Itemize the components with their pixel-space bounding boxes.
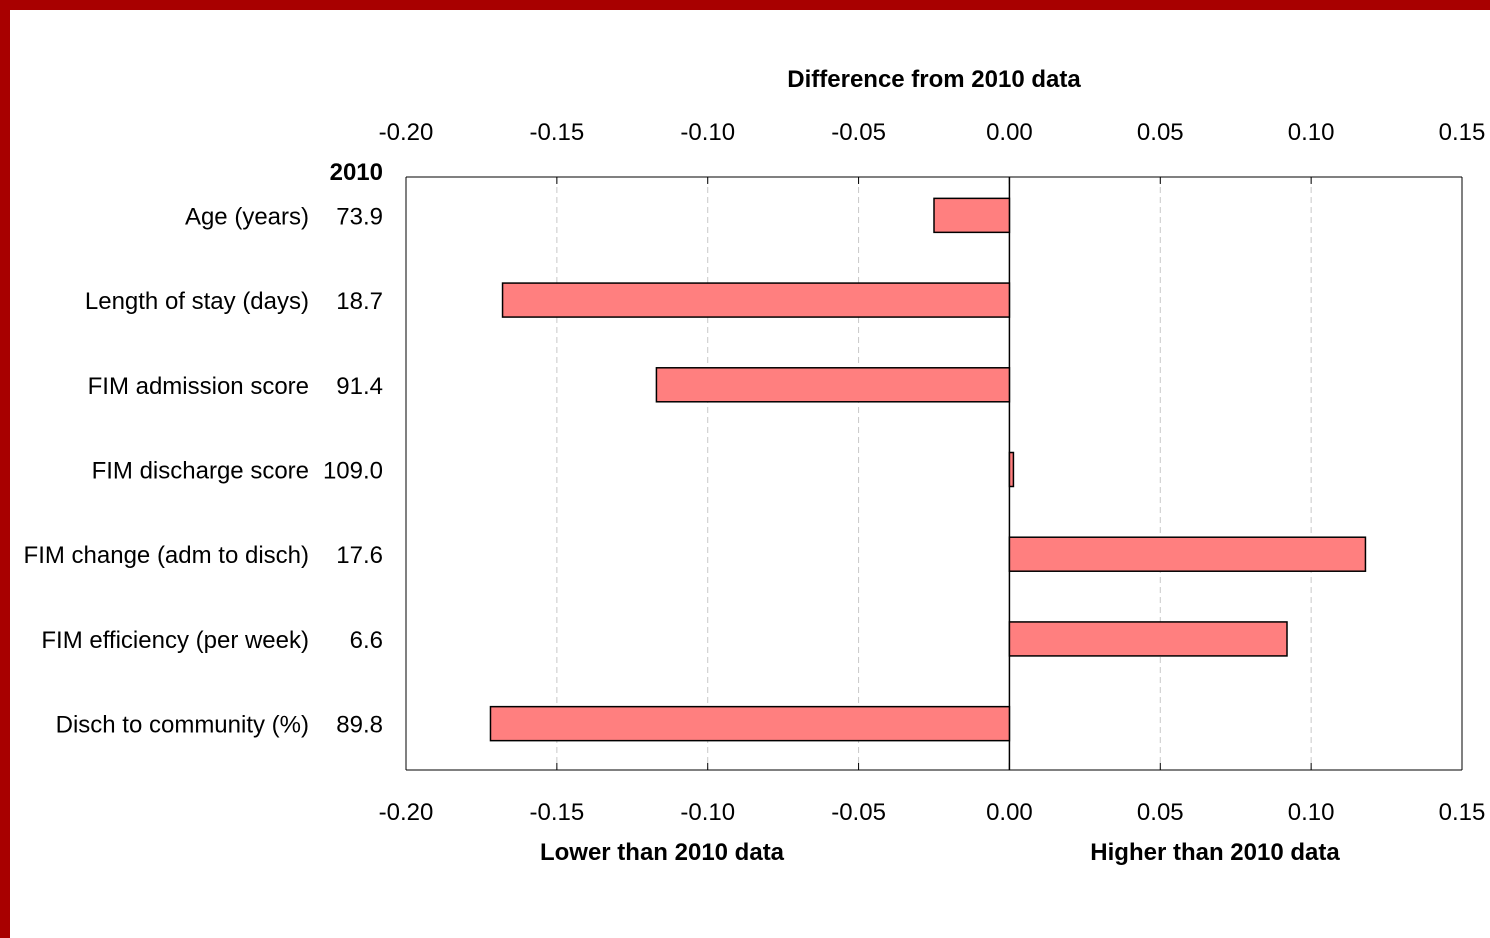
bar <box>501 282 1011 318</box>
x-tick-label-bottom: -0.20 <box>379 799 434 826</box>
baseline-value: 17.6 <box>336 542 383 569</box>
x-tick-label-bottom: -0.05 <box>831 799 886 826</box>
bar <box>655 367 1011 403</box>
baseline-value: 91.4 <box>336 373 383 400</box>
category-label: Disch to community (%) <box>56 712 309 739</box>
x-axis-label-lower: Lower than 2010 data <box>540 839 785 866</box>
x-axis-label-higher: Higher than 2010 data <box>1090 839 1340 866</box>
x-tick-label-top: 0.10 <box>1288 119 1335 146</box>
x-tick-label-top: 0.00 <box>986 119 1033 146</box>
category-label: Length of stay (days) <box>85 288 309 315</box>
chart-title: Difference from 2010 data <box>787 66 1081 93</box>
baseline-year-header: 2010 <box>330 159 383 186</box>
category-label: FIM efficiency (per week) <box>41 627 309 654</box>
category-label: Age (years) <box>185 203 309 230</box>
x-tick-label-top: 0.15 <box>1439 119 1486 146</box>
baseline-value: 109.0 <box>323 458 383 485</box>
baseline-value: 6.6 <box>350 627 383 654</box>
x-tick-label-top: -0.15 <box>530 119 585 146</box>
category-label: FIM change (adm to disch) <box>24 542 309 569</box>
bar <box>1008 536 1367 572</box>
x-tick-label-bottom: -0.15 <box>530 799 585 826</box>
x-tick-label-top: -0.20 <box>379 119 434 146</box>
category-label: FIM discharge score <box>92 458 309 485</box>
x-tick-label-bottom: 0.15 <box>1439 799 1486 826</box>
bar <box>1008 451 1015 488</box>
x-tick-label-bottom: 0.00 <box>986 799 1033 826</box>
plot-area: -0.20 -0.20 -0.15 -0.15 -0.10 -0.10 -0.05 -0.05… <box>24 119 1486 826</box>
x-tick-label-top: -0.05 <box>831 119 886 146</box>
x-tick-label-top: -0.10 <box>680 119 735 146</box>
baseline-value: 73.9 <box>336 203 383 230</box>
bar <box>933 197 1011 234</box>
bar <box>1008 621 1288 657</box>
x-tick-label-bottom: 0.05 <box>1137 799 1184 826</box>
bar <box>489 705 1011 742</box>
baseline-value: 18.7 <box>336 288 383 315</box>
baseline-value: 89.8 <box>336 712 383 739</box>
x-tick-label-bottom: -0.10 <box>680 799 735 826</box>
category-label: FIM admission score <box>88 373 309 400</box>
x-tick-label-top: 0.05 <box>1137 119 1184 146</box>
x-tick-label-bottom: 0.10 <box>1288 799 1335 826</box>
